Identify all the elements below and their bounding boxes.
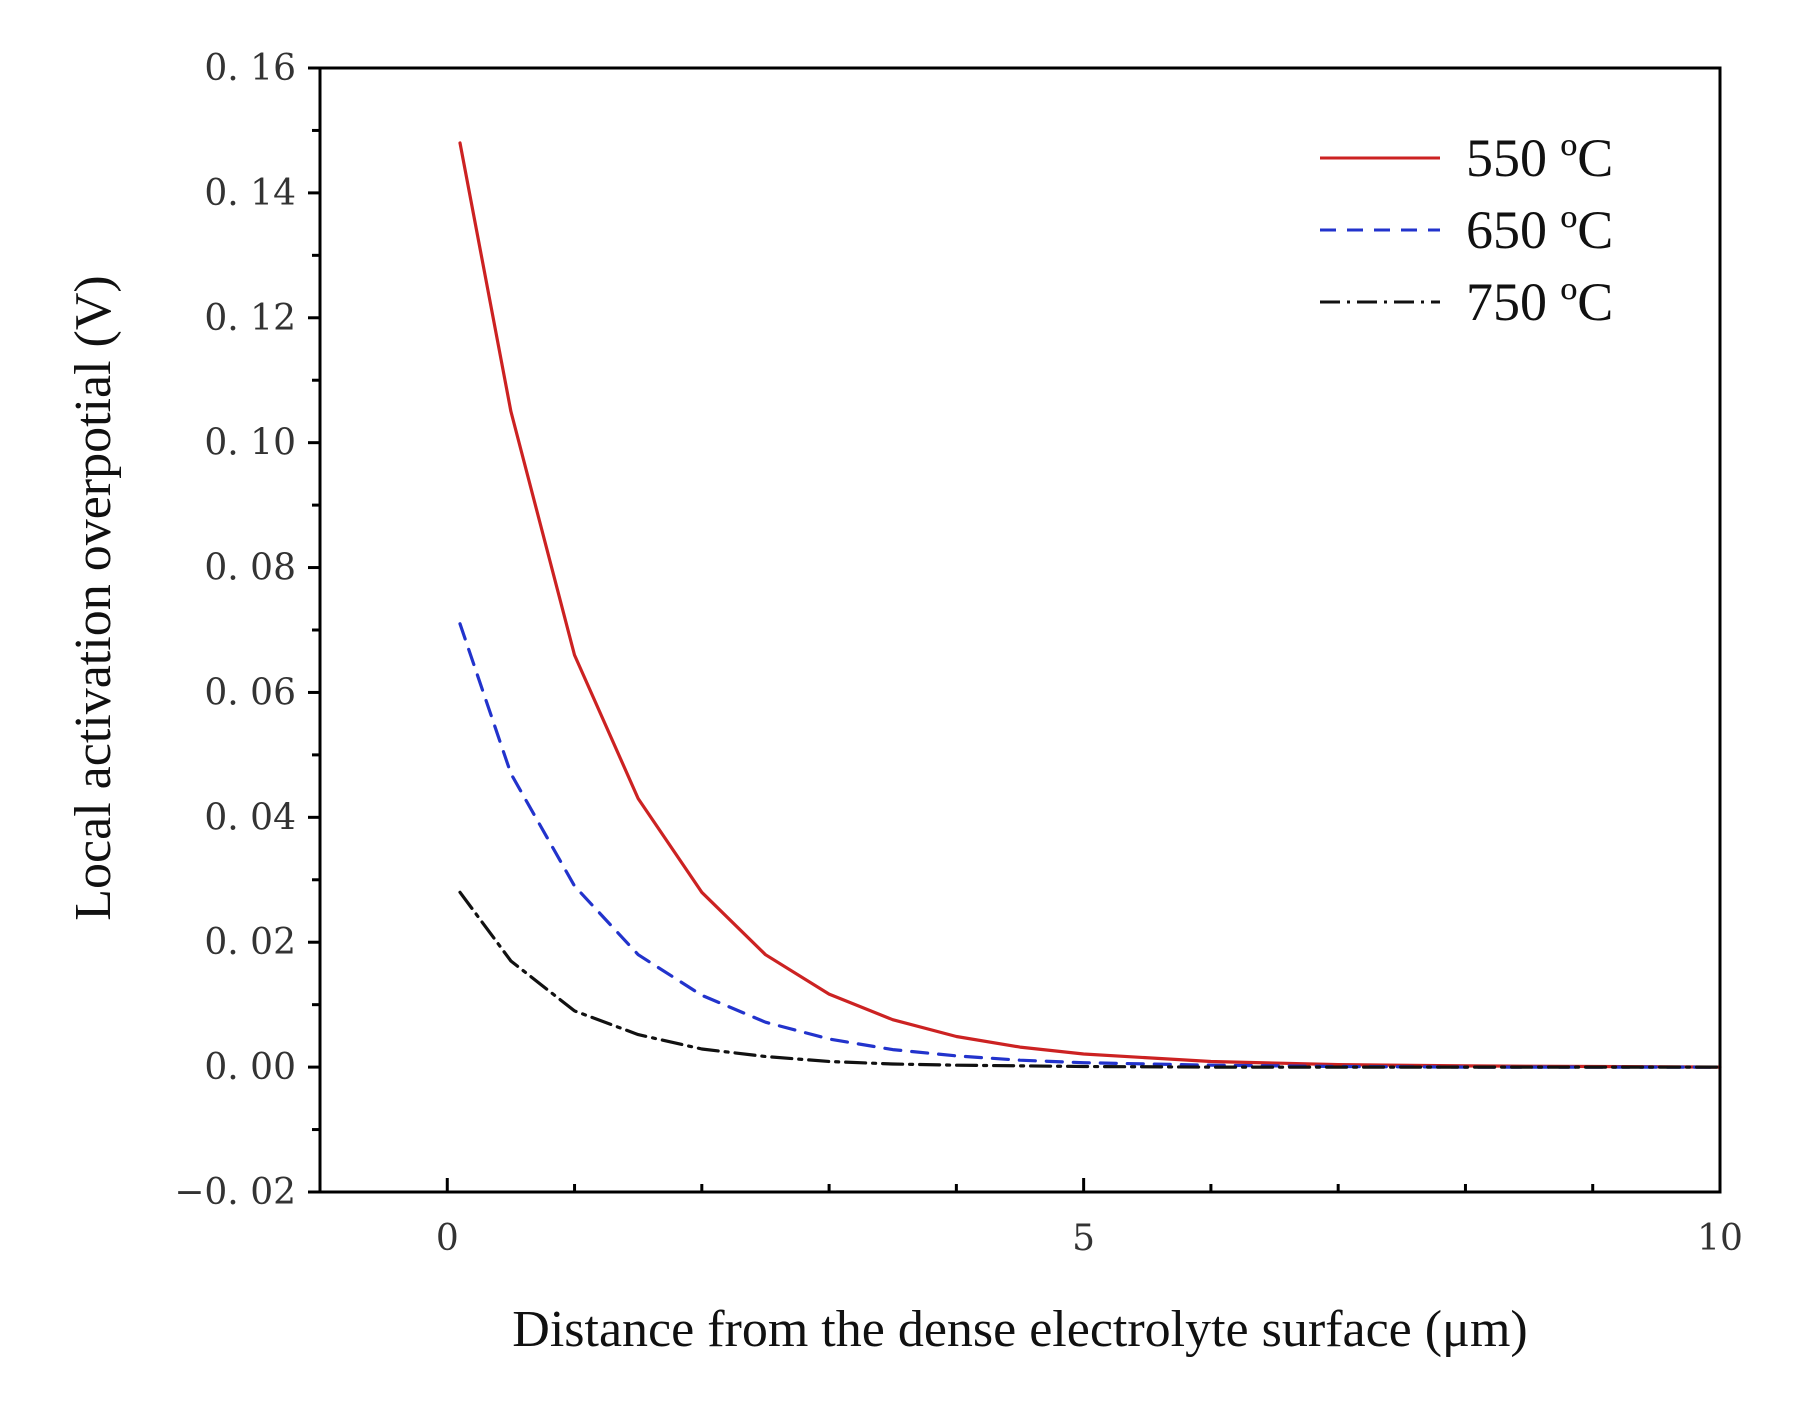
series-line (458, 622, 1722, 1069)
y-tick-label: 0. 14 (204, 173, 296, 214)
series-line (458, 890, 1722, 1069)
legend-label: 550 ºC (1466, 128, 1613, 188)
y-tick-label: 0. 06 (204, 672, 296, 713)
y-tick-label: 0. 10 (204, 423, 296, 464)
x-tick-label: 5 (1072, 1218, 1095, 1259)
y-tick-label: 0. 04 (204, 797, 296, 838)
legend-label: 750 ºC (1466, 272, 1613, 332)
plot-content (458, 141, 1722, 1069)
x-axis-title: Distance from the dense electrolyte surf… (512, 1301, 1527, 1358)
axis-tick-labels: 0 5 10 −0. 02 0. 00 0. 02 0. 04 0. 06 0. 08 0. 10… (174, 48, 1743, 1259)
y-tick-label: −0. 02 (174, 1172, 296, 1213)
legend-label: 650 ºC (1466, 200, 1613, 260)
y-tick-label: 0. 12 (204, 298, 296, 339)
axis-ticks (308, 66, 1722, 1194)
y-tick-label: 0. 00 (204, 1047, 296, 1088)
x-tick-label: 0 (436, 1218, 459, 1259)
y-tick-label: 0. 08 (204, 548, 296, 589)
y-tick-label: 0. 16 (204, 48, 296, 89)
y-tick-label: 0. 02 (204, 922, 296, 963)
legend: 550 ºC 650 ºC 750 ºC (1320, 128, 1613, 332)
x-tick-label: 10 (1697, 1218, 1743, 1259)
y-axis-title: Local activation overpotial (V) (65, 275, 122, 920)
